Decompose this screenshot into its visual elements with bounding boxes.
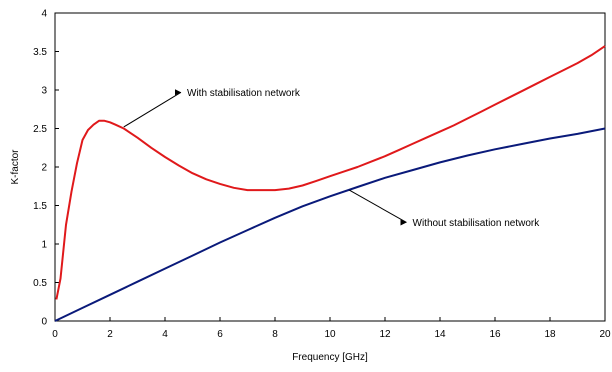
x-tick-label: 8 [272, 329, 278, 340]
y-tick-label: 0 [41, 317, 47, 328]
x-tick-label: 0 [52, 329, 58, 340]
x-axis-title: Frequency [GHz] [292, 352, 368, 363]
x-axis-ticks: 0 2 4 6 8 10 12 14 16 18 20 [52, 317, 611, 340]
x-tick-label: 14 [434, 329, 446, 340]
x-tick-label: 20 [599, 329, 611, 340]
y-tick-label: 3.5 [33, 47, 47, 58]
y-tick-label: 3 [41, 86, 47, 97]
y-tick-label: 0.5 [33, 278, 47, 289]
annotations-layer: With stabilisation network Without stabil… [123, 88, 541, 229]
y-tick-label: 4 [41, 9, 47, 20]
annotation-arrowhead [400, 219, 407, 226]
annotation-arrowhead [175, 89, 181, 96]
x-tick-label: 2 [107, 329, 113, 340]
annotation-leader-line [349, 189, 407, 223]
annotation-label: Without stabilisation network [413, 218, 541, 229]
y-axis-title: K-factor [10, 149, 21, 185]
series-line-with-stabilisation [55, 45, 606, 300]
x-tick-label: 10 [324, 329, 336, 340]
y-axis-ticks: 0 0.5 1 1.5 2 2.5 3 3.5 4 [33, 9, 59, 328]
y-tick-label: 2.5 [33, 124, 47, 135]
y-tick-label: 1.5 [33, 201, 47, 212]
x-tick-label: 16 [489, 329, 501, 340]
annotation-leader-line [123, 91, 182, 128]
plot-area [54, 12, 606, 322]
series-line-without-stabilisation [54, 127, 606, 322]
x-tick-label: 12 [379, 329, 391, 340]
y-tick-label: 1 [41, 240, 47, 251]
series-layer [54, 45, 606, 322]
annotation-label: With stabilisation network [187, 88, 301, 99]
x-tick-label: 4 [162, 329, 168, 340]
x-tick-label: 18 [544, 329, 556, 340]
x-tick-label: 6 [217, 329, 223, 340]
y-tick-label: 2 [41, 163, 47, 174]
